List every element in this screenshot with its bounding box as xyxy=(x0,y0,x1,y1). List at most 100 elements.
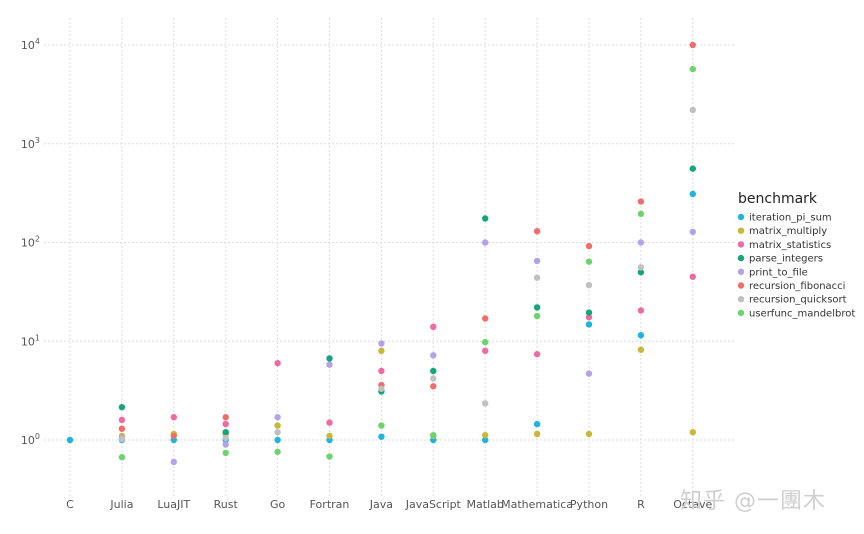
data-point-userfunc_mandelbrot xyxy=(533,312,541,320)
legend-label-recursion_quicksort: recursion_quicksort xyxy=(749,295,847,306)
data-point-matrix_statistics xyxy=(585,314,593,321)
x-tick-label: Java xyxy=(369,498,393,511)
data-point-recursion_quicksort xyxy=(637,264,645,271)
legend-swatch-recursion_quicksort xyxy=(737,296,745,303)
data-point-matrix_statistics xyxy=(533,350,541,358)
x-tick-label: Mathematica xyxy=(501,498,573,511)
x-tick-label: Rust xyxy=(214,498,239,511)
data-point-iteration_pi_sum xyxy=(533,420,541,428)
data-point-print_to_file xyxy=(326,361,333,368)
data-point-iteration_pi_sum xyxy=(482,436,489,444)
data-point-userfunc_mandelbrot xyxy=(274,448,281,455)
legend-label-userfunc_mandelbrot: userfunc_mandelbrot xyxy=(749,308,855,319)
watermark-text: 知乎 @一團木 xyxy=(680,489,826,514)
x-tick-label: Python xyxy=(570,498,608,511)
data-point-matrix_statistics xyxy=(170,414,177,421)
data-point-print_to_file xyxy=(689,228,696,236)
data-point-recursion_quicksort xyxy=(222,434,229,442)
legend-label-recursion_fibonacci: recursion_fibonacci xyxy=(749,281,845,292)
legend-swatch-recursion_fibonacci xyxy=(737,282,745,289)
legend-swatch-iteration_pi_sum xyxy=(737,213,745,221)
x-tick-label: C xyxy=(66,498,74,511)
data-point-matrix_statistics xyxy=(118,416,126,424)
legend: benchmark iteration_pi_sum matrix_multipl… xyxy=(737,191,855,319)
data-point-userfunc_mandelbrot xyxy=(689,65,696,73)
data-point-matrix_statistics xyxy=(378,367,385,375)
legend-swatch-matrix_statistics xyxy=(737,241,745,248)
data-point-matrix_multiply xyxy=(585,430,593,438)
grid-layer xyxy=(44,18,735,496)
data-point-iteration_pi_sum xyxy=(274,436,281,444)
data-point-iteration_pi_sum xyxy=(585,321,593,328)
data-points xyxy=(66,41,696,466)
data-point-userfunc_mandelbrot xyxy=(378,422,385,429)
data-point-recursion_quicksort xyxy=(430,375,437,382)
data-point-recursion_fibonacci xyxy=(482,315,489,322)
data-point-matrix_statistics xyxy=(326,419,333,426)
y-tick-label: 100 xyxy=(21,432,40,447)
x-tick-label: Go xyxy=(270,498,286,511)
y-tick-label: 104 xyxy=(21,37,40,52)
data-point-recursion_quicksort xyxy=(585,281,593,289)
data-point-matrix_multiply xyxy=(689,428,696,436)
data-point-iteration_pi_sum xyxy=(66,436,74,444)
data-point-recursion_fibonacci xyxy=(118,425,126,432)
data-point-recursion_fibonacci xyxy=(689,41,696,49)
data-point-iteration_pi_sum xyxy=(689,190,696,198)
data-point-userfunc_mandelbrot xyxy=(430,431,437,439)
legend-title: benchmark xyxy=(738,191,818,207)
legend-swatch-matrix_multiply xyxy=(737,227,745,234)
legend-label-matrix_statistics: matrix_statistics xyxy=(749,240,831,251)
data-point-parse_integers xyxy=(326,355,333,362)
data-point-userfunc_mandelbrot xyxy=(326,453,333,460)
legend-label-iteration_pi_sum: iteration_pi_sum xyxy=(749,213,832,224)
data-point-parse_integers xyxy=(482,215,489,222)
data-point-print_to_file xyxy=(482,239,489,246)
data-point-userfunc_mandelbrot xyxy=(222,449,229,457)
data-point-matrix_statistics xyxy=(274,359,281,367)
data-point-iteration_pi_sum xyxy=(378,433,385,440)
data-point-matrix_multiply xyxy=(637,346,645,353)
data-point-recursion_fibonacci xyxy=(533,228,541,235)
data-point-matrix_multiply xyxy=(326,432,333,440)
data-point-recursion_quicksort xyxy=(378,385,385,392)
data-point-recursion_quicksort xyxy=(274,428,281,436)
y-tick-label: 102 xyxy=(21,235,40,250)
x-tick-label: LuaJIT xyxy=(157,498,190,511)
data-point-recursion_fibonacci xyxy=(430,383,437,390)
data-point-matrix_multiply xyxy=(274,422,281,429)
legend-label-print_to_file: print_to_file xyxy=(749,267,808,278)
data-point-print_to_file xyxy=(378,340,385,347)
legend-swatch-parse_integers xyxy=(737,254,745,262)
data-point-parse_integers xyxy=(689,165,696,172)
x-tick-label: JavaScript xyxy=(405,498,462,511)
data-point-print_to_file xyxy=(585,370,593,377)
data-point-matrix_statistics xyxy=(689,273,696,280)
data-point-userfunc_mandelbrot xyxy=(118,453,126,461)
data-point-parse_integers xyxy=(118,403,126,411)
data-point-matrix_statistics xyxy=(222,420,229,428)
x-axis-ticks: C Julia LuaJIT Rust Go Fortran Java JavaScript M… xyxy=(66,498,712,511)
x-tick-label: Matlab xyxy=(467,498,504,511)
data-point-recursion_quicksort xyxy=(482,400,489,407)
y-axis-ticks: 100 101 102 103 104 xyxy=(21,37,40,447)
data-point-matrix_multiply xyxy=(533,430,541,438)
y-tick-label: 101 xyxy=(21,333,40,348)
legend-label-matrix_multiply: matrix_multiply xyxy=(749,226,827,237)
data-point-recursion_quicksort xyxy=(118,435,126,443)
data-point-parse_integers xyxy=(222,428,229,436)
data-point-print_to_file xyxy=(222,441,229,448)
x-tick-label: Julia xyxy=(109,498,133,511)
data-point-print_to_file xyxy=(533,257,541,265)
legend-swatch-userfunc_mandelbrot xyxy=(737,309,745,317)
data-point-recursion_fibonacci xyxy=(637,198,645,205)
legend-label-parse_integers: parse_integers xyxy=(749,254,823,265)
data-point-parse_integers xyxy=(585,309,593,316)
data-point-parse_integers xyxy=(637,269,645,276)
data-point-print_to_file xyxy=(637,239,645,246)
data-point-userfunc_mandelbrot xyxy=(585,258,593,265)
data-point-print_to_file xyxy=(274,414,281,421)
data-point-recursion_fibonacci xyxy=(170,432,177,440)
x-tick-label: Octave xyxy=(673,498,712,511)
